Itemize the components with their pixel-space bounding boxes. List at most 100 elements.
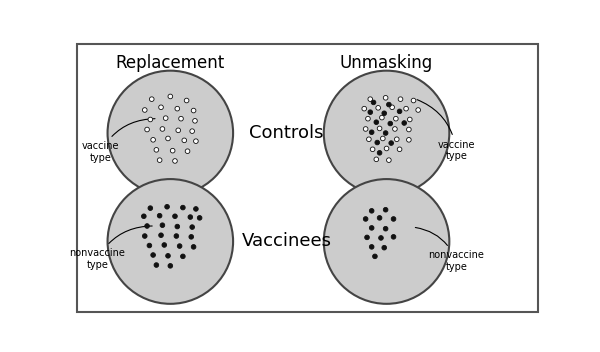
- Ellipse shape: [391, 234, 396, 239]
- Ellipse shape: [184, 98, 189, 103]
- Ellipse shape: [384, 146, 389, 151]
- Ellipse shape: [370, 147, 375, 152]
- Ellipse shape: [383, 226, 388, 231]
- Text: vaccine
type: vaccine type: [417, 100, 475, 162]
- Ellipse shape: [197, 215, 202, 220]
- Ellipse shape: [175, 224, 179, 229]
- Ellipse shape: [367, 137, 371, 142]
- Ellipse shape: [154, 147, 158, 152]
- Ellipse shape: [394, 117, 398, 121]
- Ellipse shape: [160, 127, 165, 131]
- Ellipse shape: [398, 97, 403, 101]
- FancyBboxPatch shape: [77, 44, 538, 312]
- Ellipse shape: [373, 254, 377, 259]
- Ellipse shape: [362, 106, 367, 111]
- Text: nonvaccine
type: nonvaccine type: [415, 227, 484, 272]
- Ellipse shape: [170, 148, 175, 153]
- Text: nonvaccine
type: nonvaccine type: [70, 226, 152, 270]
- Ellipse shape: [107, 179, 233, 304]
- Ellipse shape: [182, 138, 187, 143]
- Ellipse shape: [368, 110, 373, 114]
- Ellipse shape: [151, 138, 155, 142]
- Text: vaccine
type: vaccine type: [82, 119, 155, 163]
- Ellipse shape: [365, 117, 370, 121]
- Ellipse shape: [383, 95, 388, 100]
- Ellipse shape: [191, 108, 196, 113]
- Ellipse shape: [388, 121, 392, 126]
- Ellipse shape: [159, 233, 163, 238]
- Ellipse shape: [148, 206, 152, 210]
- Ellipse shape: [386, 102, 391, 107]
- Ellipse shape: [391, 216, 396, 221]
- Ellipse shape: [142, 214, 146, 219]
- Ellipse shape: [324, 179, 449, 304]
- Ellipse shape: [364, 216, 368, 221]
- Ellipse shape: [386, 158, 391, 163]
- Ellipse shape: [383, 207, 388, 212]
- Text: Unmasking: Unmasking: [340, 55, 433, 73]
- Ellipse shape: [390, 105, 394, 109]
- Ellipse shape: [365, 235, 370, 240]
- Ellipse shape: [382, 245, 386, 250]
- Ellipse shape: [145, 224, 149, 228]
- Ellipse shape: [148, 117, 152, 122]
- Ellipse shape: [193, 119, 197, 123]
- Ellipse shape: [377, 215, 382, 220]
- Ellipse shape: [376, 106, 380, 110]
- Ellipse shape: [185, 149, 190, 153]
- Ellipse shape: [402, 121, 407, 125]
- Ellipse shape: [190, 129, 194, 133]
- Ellipse shape: [163, 116, 168, 120]
- Ellipse shape: [364, 127, 368, 131]
- Ellipse shape: [173, 159, 178, 163]
- Ellipse shape: [324, 71, 449, 195]
- Ellipse shape: [380, 136, 385, 141]
- Ellipse shape: [168, 264, 173, 268]
- Ellipse shape: [160, 223, 165, 227]
- Ellipse shape: [149, 97, 154, 101]
- Ellipse shape: [407, 127, 411, 132]
- Ellipse shape: [407, 117, 412, 122]
- Text: Vaccinees: Vaccinees: [242, 232, 332, 251]
- Ellipse shape: [181, 205, 185, 210]
- Ellipse shape: [411, 98, 416, 103]
- Ellipse shape: [374, 120, 379, 125]
- Ellipse shape: [175, 106, 179, 111]
- Ellipse shape: [389, 141, 394, 145]
- Ellipse shape: [379, 235, 383, 240]
- Ellipse shape: [154, 263, 158, 268]
- Ellipse shape: [380, 115, 384, 120]
- Ellipse shape: [188, 215, 193, 219]
- Ellipse shape: [181, 254, 185, 259]
- Ellipse shape: [107, 71, 233, 195]
- Ellipse shape: [189, 234, 194, 239]
- Ellipse shape: [151, 253, 155, 257]
- Ellipse shape: [166, 253, 170, 258]
- Ellipse shape: [168, 94, 173, 99]
- Ellipse shape: [166, 136, 170, 141]
- Ellipse shape: [174, 234, 179, 238]
- Ellipse shape: [383, 131, 388, 136]
- Ellipse shape: [370, 130, 374, 134]
- Ellipse shape: [368, 97, 373, 101]
- Ellipse shape: [194, 139, 198, 144]
- Ellipse shape: [147, 243, 152, 248]
- Ellipse shape: [142, 108, 147, 112]
- Text: Controls: Controls: [250, 124, 324, 142]
- Ellipse shape: [145, 127, 149, 132]
- Ellipse shape: [375, 140, 380, 145]
- Ellipse shape: [191, 245, 196, 249]
- Ellipse shape: [142, 234, 147, 238]
- Ellipse shape: [407, 138, 411, 142]
- Ellipse shape: [371, 100, 376, 105]
- Text: Replacement: Replacement: [116, 55, 225, 73]
- Ellipse shape: [377, 151, 382, 155]
- Ellipse shape: [176, 128, 181, 133]
- Ellipse shape: [159, 105, 163, 109]
- Ellipse shape: [179, 117, 184, 121]
- Ellipse shape: [165, 205, 169, 209]
- Ellipse shape: [370, 226, 374, 230]
- Ellipse shape: [392, 127, 397, 131]
- Ellipse shape: [190, 225, 194, 230]
- Ellipse shape: [194, 207, 198, 211]
